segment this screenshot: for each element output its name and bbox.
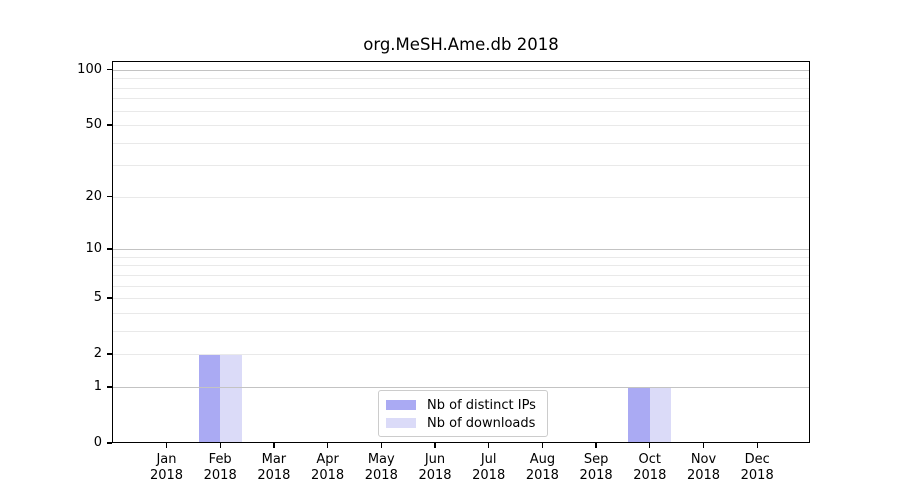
x-tick-year-text: 2018	[525, 467, 559, 483]
y-tick-label: 5	[93, 290, 102, 306]
x-tick-month-text: Jul	[480, 452, 497, 467]
x-tick-month-text: Apr	[316, 452, 339, 467]
gridline-minor	[112, 78, 810, 80]
x-tick-year-text: 2018	[257, 467, 291, 483]
x-tick-year-text: 2018	[203, 467, 237, 483]
bar-feb-distinct-ips	[198, 354, 221, 443]
legend: Nb of distinct IPs Nb of downloads	[378, 390, 548, 437]
bar-oct-distinct-ips	[628, 386, 650, 443]
legend-swatch-distinct-ips	[386, 399, 416, 411]
gridline-minor	[112, 312, 810, 314]
gridline-minor	[112, 98, 810, 100]
x-tick-month-text: Jun	[424, 452, 446, 467]
x-tick-label-jul: Jul 2018	[449, 452, 529, 483]
x-tick-mark	[326, 443, 329, 448]
x-tick-month-text: Dec	[744, 452, 770, 467]
y-tick-label: 50	[85, 117, 102, 132]
x-tick-mark	[595, 443, 597, 448]
gridline-minor	[112, 110, 810, 112]
x-tick-year-text: 2018	[418, 467, 452, 483]
legend-label-distinct-ips: Nb of distinct IPs	[427, 397, 536, 413]
x-tick-month-text: Aug	[529, 452, 556, 467]
x-tick-label-jan: Jan 2018	[127, 452, 207, 483]
x-tick-year-text: 2018	[311, 467, 345, 483]
y-tick-mark	[107, 196, 112, 198]
x-tick-label-may: May 2018	[341, 452, 421, 483]
x-tick-month-text: May	[367, 452, 395, 467]
gridline-minor	[112, 274, 810, 276]
y-tick-mark	[107, 386, 112, 388]
gridline-minor	[112, 354, 810, 356]
legend-swatch-downloads	[386, 417, 416, 429]
x-tick-mark	[702, 443, 705, 448]
x-tick-mark	[756, 443, 758, 448]
y-tick-label: 20	[85, 188, 102, 204]
gridline-minor	[112, 265, 810, 267]
x-tick-month-text: Jan	[156, 452, 177, 467]
x-tick-year-text: 2018	[364, 467, 398, 483]
gridline-major	[112, 248, 810, 251]
x-tick-label-jun: Jun 2018	[395, 452, 475, 483]
x-tick-year-text: 2018	[686, 467, 721, 483]
gridline-minor	[112, 142, 810, 144]
x-tick-label-feb: Feb 2018	[180, 452, 260, 483]
x-tick-mark	[165, 443, 168, 448]
y-tick-label: 1	[93, 378, 102, 394]
gridline-minor	[112, 298, 810, 300]
x-tick-label-apr: Apr 2018	[288, 452, 368, 483]
y-tick-label: 0	[93, 435, 102, 450]
x-tick-month-text: Sep	[583, 452, 609, 467]
gridline-minor	[112, 285, 810, 287]
x-tick-label-mar: Mar 2018	[234, 452, 314, 483]
x-tick-mark	[273, 443, 275, 448]
x-tick-year-text: 2018	[579, 467, 613, 483]
x-tick-year-text: 2018	[740, 467, 774, 483]
y-tick-mark	[107, 124, 112, 126]
x-tick-mark	[380, 443, 382, 448]
x-tick-label-aug: Aug 2018	[502, 452, 582, 483]
x-tick-mark	[434, 443, 436, 448]
y-tick-mark	[107, 353, 112, 355]
x-tick-mark	[541, 443, 544, 448]
x-tick-mark	[488, 443, 490, 448]
gridline-minor	[112, 87, 810, 89]
y-tick-label: 10	[85, 241, 102, 256]
x-tick-label-dec: Dec 2018	[717, 452, 797, 483]
bar-oct-downloads	[649, 386, 672, 443]
y-tick-mark	[107, 442, 112, 444]
legend-label-downloads: Nb of downloads	[427, 415, 536, 431]
y-tick-label: 2	[93, 346, 102, 362]
y-tick-mark	[107, 69, 112, 71]
x-tick-label-oct: Oct 2018	[610, 452, 690, 483]
gridline-minor	[112, 125, 810, 126]
gridline-minor	[112, 165, 810, 167]
x-tick-year-text: 2018	[149, 467, 184, 483]
gridline-major	[112, 69, 810, 71]
x-tick-month-text: Feb	[208, 452, 232, 467]
y-tick-label: 100	[77, 61, 102, 77]
x-tick-month-text: Oct	[638, 452, 662, 467]
chart-title: org.MeSH.Ame.db 2018	[363, 35, 559, 54]
x-tick-year-text: 2018	[472, 467, 506, 483]
gridline-minor	[112, 330, 810, 332]
gridline-major	[112, 386, 810, 389]
bar-feb-downloads	[220, 354, 242, 443]
gridline-minor	[112, 196, 810, 198]
x-tick-month-text: Mar	[261, 452, 287, 467]
legend-entry-distinct-ips: Nb of distinct IPs	[379, 396, 547, 414]
plot-area: 0 1 2 5 10 20 50 100 Jan 2018 Feb 2018 Mar 2018 Apr 20…	[77, 61, 810, 483]
gridline-minor	[112, 256, 810, 258]
y-tick-mark	[107, 248, 112, 250]
y-tick-mark	[107, 297, 112, 299]
x-tick-month-text: Nov	[690, 452, 717, 467]
legend-entry-downloads: Nb of downloads	[379, 414, 547, 432]
x-tick-mark	[649, 443, 651, 448]
x-tick-label-nov: Nov 2018	[664, 452, 744, 483]
x-tick-year-text: 2018	[633, 467, 667, 483]
x-tick-label-sep: Sep 2018	[556, 452, 636, 483]
x-tick-mark	[219, 443, 221, 448]
